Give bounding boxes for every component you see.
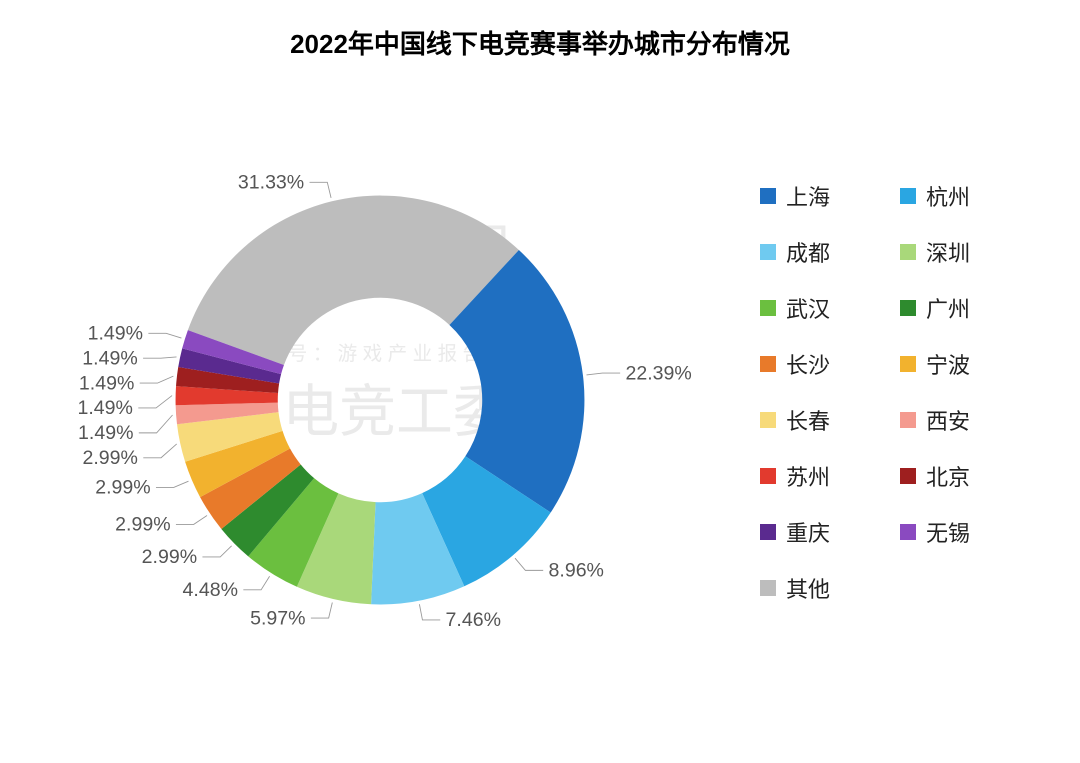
legend-label: 北京 (926, 460, 970, 492)
legend-swatch (760, 468, 776, 484)
legend-item-武汉: 武汉 (760, 292, 860, 324)
slice-label: 1.49% (88, 323, 143, 345)
legend-item-深圳: 深圳 (900, 236, 1000, 268)
legend-item-杭州: 杭州 (900, 180, 1000, 212)
legend-item-广州: 广州 (900, 292, 1000, 324)
slice-label: 1.49% (79, 372, 134, 394)
legend: 上海 杭州成都 深圳武汉 广州长沙 宁波长春 西安苏州 北京重庆 无锡其他 (760, 180, 1020, 628)
legend-label: 广州 (926, 292, 970, 324)
legend-label: 杭州 (926, 180, 970, 212)
legend-swatch (760, 580, 776, 596)
legend-row: 成都 深圳 (760, 236, 1020, 268)
legend-swatch (760, 188, 776, 204)
chart-title: 2022年中国线下电竞赛事举办城市分布情况 (0, 0, 1080, 61)
leader-line (515, 558, 543, 570)
legend-row: 长沙 宁波 (760, 348, 1020, 380)
legend-item-其他: 其他 (760, 572, 860, 604)
leader-line (311, 602, 332, 618)
legend-swatch (760, 356, 776, 372)
leader-line (156, 481, 189, 487)
slice-label: 2.99% (142, 546, 197, 568)
legend-item-苏州: 苏州 (760, 460, 860, 492)
slice-label: 2.99% (115, 514, 170, 536)
slice-label: 5.97% (250, 607, 305, 629)
legend-label: 长沙 (786, 348, 830, 380)
legend-label: 西安 (926, 404, 970, 436)
chart-container: 2022年中国线下电竞赛事举办城市分布情况 伽马数据微 信 号 ： 游 戏 产 … (0, 0, 1080, 763)
legend-swatch (760, 300, 776, 316)
legend-label: 上海 (786, 180, 830, 212)
slice-label: 1.49% (82, 347, 137, 369)
legend-label: 深圳 (926, 236, 970, 268)
legend-item-上海: 上海 (760, 180, 860, 212)
legend-swatch (900, 524, 916, 540)
slice-label: 22.39% (625, 362, 691, 384)
legend-row: 苏州 北京 (760, 460, 1020, 492)
leader-line (243, 576, 269, 590)
leader-line (139, 415, 173, 433)
leader-line (143, 444, 176, 458)
slice-label: 8.96% (549, 560, 604, 582)
legend-item-长沙: 长沙 (760, 348, 860, 380)
leader-line (419, 604, 440, 620)
slice-label: 2.99% (95, 477, 150, 499)
legend-swatch (760, 412, 776, 428)
legend-swatch (900, 468, 916, 484)
legend-swatch (900, 356, 916, 372)
legend-row: 长春 西安 (760, 404, 1020, 436)
leader-line (138, 396, 172, 408)
leader-line (310, 182, 332, 198)
legend-item-宁波: 宁波 (900, 348, 1000, 380)
legend-item-西安: 西安 (900, 404, 1000, 436)
slice-label: 7.46% (446, 609, 501, 631)
legend-swatch (900, 188, 916, 204)
legend-item-北京: 北京 (900, 460, 1000, 492)
leader-line (202, 546, 231, 557)
legend-row: 其他 (760, 572, 1020, 604)
leader-line (143, 357, 176, 358)
leader-line (148, 333, 181, 338)
legend-label: 其他 (786, 572, 830, 604)
legend-label: 武汉 (786, 292, 830, 324)
legend-item-无锡: 无锡 (900, 516, 1000, 548)
legend-swatch (760, 244, 776, 260)
slice-label: 2.99% (83, 447, 138, 469)
leader-line (140, 376, 174, 383)
legend-row: 武汉 广州 (760, 292, 1020, 324)
watermark-text: 电竞工委 (282, 381, 510, 444)
legend-label: 重庆 (786, 516, 830, 548)
slice-label: 31.33% (238, 172, 304, 194)
legend-swatch (900, 300, 916, 316)
slice-label: 1.49% (78, 422, 133, 444)
slice-label: 1.49% (78, 397, 133, 419)
leader-line (176, 515, 207, 524)
legend-label: 苏州 (786, 460, 830, 492)
legend-item-成都: 成都 (760, 236, 860, 268)
legend-label: 宁波 (926, 348, 970, 380)
legend-label: 成都 (786, 236, 830, 268)
legend-label: 长春 (786, 404, 830, 436)
legend-label: 无锡 (926, 516, 970, 548)
legend-swatch (900, 244, 916, 260)
legend-swatch (760, 524, 776, 540)
legend-row: 重庆 无锡 (760, 516, 1020, 548)
donut-chart: 伽马数据微 信 号 ： 游 戏 产 业 报 告电竞工委31.33%22.39%8… (60, 80, 700, 720)
legend-row: 上海 杭州 (760, 180, 1020, 212)
legend-item-重庆: 重庆 (760, 516, 860, 548)
leader-line (586, 373, 620, 375)
legend-item-长春: 长春 (760, 404, 860, 436)
slice-label: 4.48% (183, 579, 238, 601)
legend-swatch (900, 412, 916, 428)
